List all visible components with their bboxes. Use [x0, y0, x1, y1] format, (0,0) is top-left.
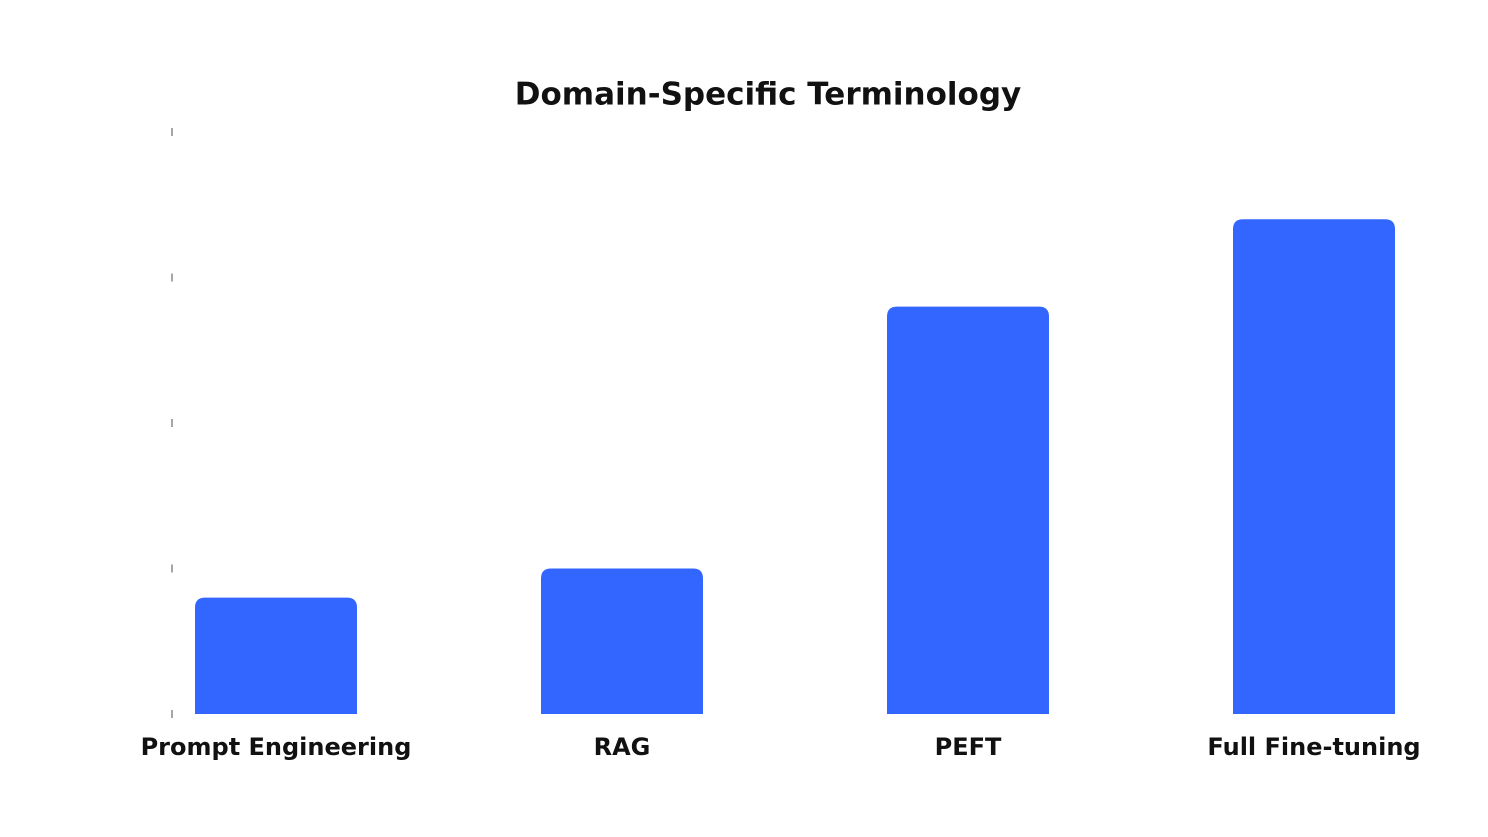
x-tick-label: Prompt Engineering — [141, 733, 412, 761]
x-tick-label: RAG — [594, 733, 651, 761]
bar — [195, 597, 357, 714]
bar — [541, 568, 703, 714]
x-tick-label: PEFT — [935, 733, 1002, 761]
chart-title: Domain-Specific Terminology — [515, 77, 1021, 113]
x-tick-label: Full Fine-tuning — [1207, 733, 1420, 761]
bar — [1233, 219, 1395, 715]
bar — [887, 306, 1049, 714]
